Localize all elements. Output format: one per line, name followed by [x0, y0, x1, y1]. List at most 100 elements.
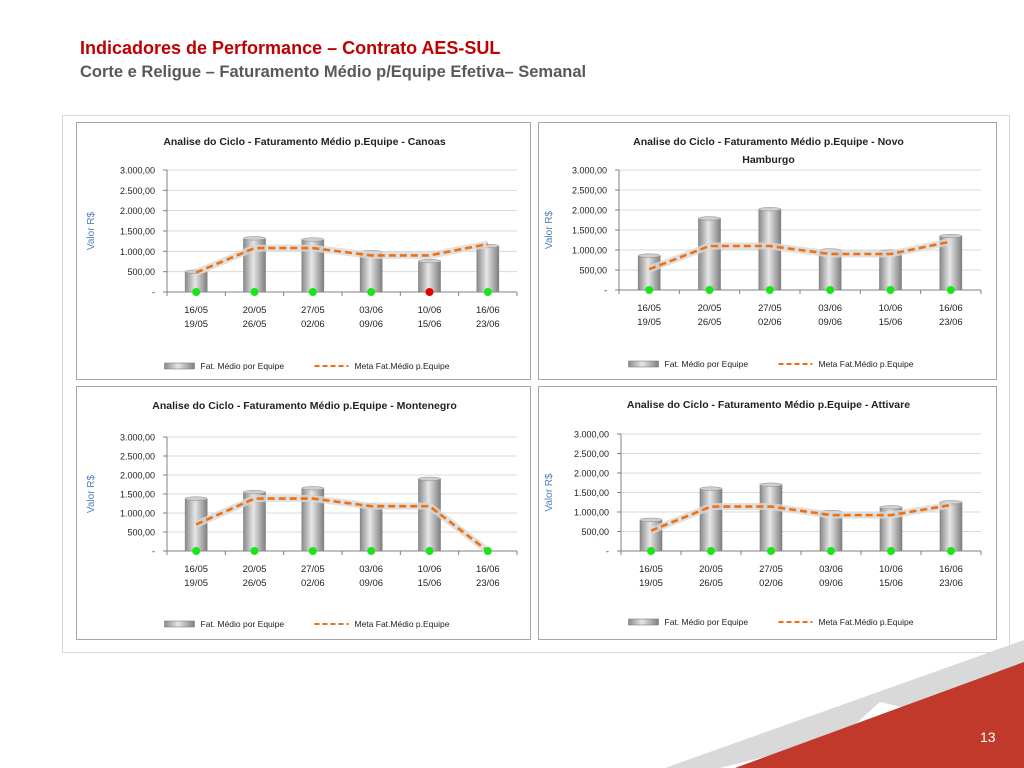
- x-tick-label: 23/06: [476, 578, 500, 589]
- y-tick-label: 1.500,00: [120, 490, 155, 500]
- footer-gray-stripe: [665, 640, 1024, 768]
- x-tick-label: 03/06: [359, 564, 383, 575]
- status-dot: [705, 286, 714, 294]
- x-tick-label: 20/05: [243, 564, 267, 575]
- x-tick-label: 27/05: [759, 564, 783, 575]
- chart-panel-canoas: Analise do Ciclo - Faturamento Médio p.E…: [76, 122, 531, 380]
- status-dot: [425, 288, 434, 296]
- chart-title: Hamburgo: [742, 154, 795, 166]
- y-tick-label: 3.000,00: [120, 433, 155, 443]
- page-subtitle: Corte e Religue – Faturamento Médio p/Eq…: [80, 63, 587, 81]
- y-tick-label: 1.500,00: [120, 227, 155, 237]
- legend-label: Fat. Médio por Equipe: [201, 361, 285, 371]
- legend-bar-swatch: [164, 620, 195, 628]
- status-dot: [367, 288, 376, 296]
- x-tick-label: 16/05: [184, 305, 208, 316]
- bar-top: [184, 496, 208, 501]
- y-tick-label: -: [152, 547, 155, 557]
- status-dot: [827, 547, 835, 555]
- chart-montenegro: Analise do Ciclo - Faturamento Médio p.E…: [86, 400, 518, 629]
- x-tick-label: 10/06: [879, 564, 903, 575]
- bar-top: [418, 259, 441, 264]
- x-tick-label: 16/06: [476, 564, 500, 575]
- bar-top: [637, 253, 661, 258]
- x-tick-label: 19/05: [637, 317, 661, 328]
- x-tick-label: 26/05: [243, 319, 267, 330]
- y-tick-label: 2.500,00: [120, 186, 155, 196]
- y-tick-label: 2.500,00: [120, 452, 155, 462]
- footer-red-stripe: [735, 662, 1024, 768]
- x-tick-label: 10/06: [418, 305, 442, 316]
- x-tick-label: 27/05: [301, 564, 325, 575]
- status-dot: [707, 547, 715, 555]
- x-tick-label: 26/05: [243, 578, 267, 589]
- status-dot: [425, 547, 434, 555]
- x-tick-label: 16/06: [939, 564, 963, 575]
- x-tick-label: 20/05: [699, 564, 723, 575]
- y-tick-label: 2.000,00: [572, 206, 607, 216]
- x-tick-label: 02/06: [759, 578, 783, 589]
- status-dot: [765, 286, 774, 294]
- slide-number: 13: [980, 729, 996, 745]
- chart-novo-hamburgo: Analise do Ciclo - Faturamento Médio p.E…: [544, 136, 982, 369]
- y-tick-label: 3.000,00: [574, 430, 609, 440]
- bar-top: [418, 476, 441, 481]
- y-tick-label: 2.000,00: [120, 471, 155, 481]
- y-tick-label: -: [606, 547, 609, 557]
- status-dot: [250, 547, 259, 555]
- x-tick-label: 15/06: [879, 317, 903, 328]
- status-dot: [886, 286, 895, 294]
- x-tick-label: 16/06: [476, 305, 500, 316]
- bar-top: [758, 207, 782, 212]
- chart-canoas: Analise do Ciclo - Faturamento Médio p.E…: [86, 136, 518, 371]
- meta-line: [650, 503, 952, 532]
- chart-title: Analise do Ciclo - Faturamento Médio p.E…: [627, 399, 910, 411]
- y-tick-label: 1.000,00: [120, 509, 155, 519]
- bar-top: [698, 216, 721, 221]
- x-tick-label: 16/05: [639, 564, 663, 575]
- status-dot: [767, 547, 775, 555]
- x-tick-label: 23/06: [476, 319, 500, 330]
- y-tick-label: 500,00: [581, 527, 609, 537]
- y-tick-label: 3.000,00: [572, 166, 607, 176]
- chart-title: Analise do Ciclo - Faturamento Médio p.E…: [152, 400, 457, 412]
- y-axis-label: Valor R$: [86, 474, 97, 513]
- legend-bar-swatch: [628, 618, 659, 626]
- x-tick-label: 27/05: [758, 303, 782, 314]
- chart-panel-montenegro: Analise do Ciclo - Faturamento Médio p.E…: [76, 386, 531, 640]
- bar-top: [939, 233, 963, 239]
- bar-top: [639, 517, 663, 522]
- y-tick-label: 1.000,00: [120, 247, 155, 257]
- x-tick-label: 27/05: [301, 305, 325, 316]
- legend-label: Fat. Médio por Equipe: [201, 619, 285, 629]
- x-tick-label: 20/05: [243, 305, 267, 316]
- status-dot: [645, 286, 654, 294]
- status-dot: [647, 547, 655, 555]
- bar-top: [243, 490, 266, 495]
- status-dot: [308, 547, 317, 555]
- bar-top: [759, 482, 783, 487]
- status-dot: [887, 547, 895, 555]
- legend-label: Meta Fat.Médio p.Equipe: [355, 619, 450, 629]
- y-tick-label: 1.000,00: [572, 246, 607, 256]
- x-tick-label: 02/06: [758, 317, 782, 328]
- legend-label: Meta Fat.Médio p.Equipe: [819, 617, 914, 627]
- page-title: Indicadores de Performance – Contrato AE…: [80, 38, 501, 58]
- legend-label: Fat. Médio por Equipe: [665, 359, 749, 369]
- legend-label: Fat. Médio por Equipe: [665, 617, 749, 627]
- x-tick-label: 03/06: [818, 303, 842, 314]
- x-tick-label: 16/06: [939, 303, 963, 314]
- x-tick-label: 15/06: [879, 578, 903, 589]
- status-dot: [308, 288, 317, 296]
- bar-top: [699, 486, 723, 491]
- y-tick-label: 500,00: [127, 267, 155, 277]
- bar-top: [301, 486, 325, 491]
- legend-bar-swatch: [628, 360, 659, 368]
- y-tick-label: 500,00: [127, 528, 155, 538]
- y-axis-label: Valor R$: [544, 210, 555, 249]
- status-dot: [826, 286, 835, 294]
- x-tick-label: 09/06: [359, 578, 383, 589]
- meta-line-glow: [194, 495, 490, 554]
- bar-top: [879, 505, 903, 510]
